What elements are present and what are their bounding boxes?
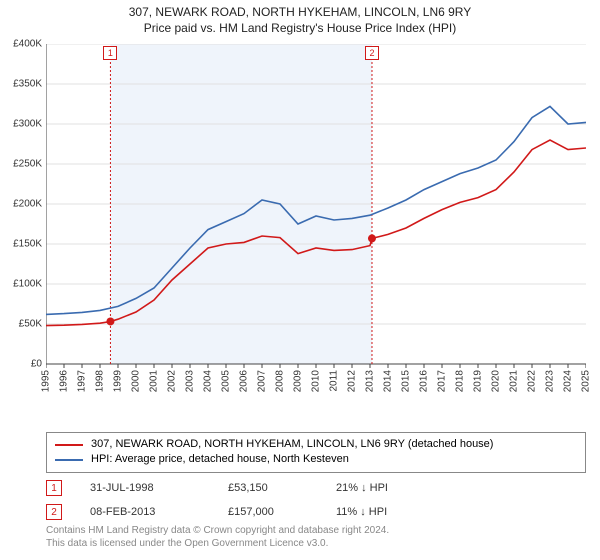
xtick-label: 2003 [185, 370, 196, 392]
xtick-label: 2013 [365, 370, 376, 392]
xtick-label: 2017 [437, 370, 448, 392]
marker-price-2: £157,000 [228, 506, 308, 518]
ytick-label: £100K [0, 279, 44, 290]
xtick-label: 2007 [257, 370, 268, 392]
xtick-label: 2016 [419, 370, 430, 392]
xtick-label: 2011 [329, 370, 340, 392]
xtick-label: 2010 [311, 370, 322, 392]
chart-area [46, 44, 586, 394]
legend-label-hpi: HPI: Average price, detached house, Nort… [91, 452, 349, 467]
xtick-label: 1995 [41, 370, 52, 392]
marker-badge-1: 1 [46, 480, 62, 496]
xtick-label: 1996 [59, 370, 70, 392]
ytick-label: £50K [0, 319, 44, 330]
xtick-label: 2012 [347, 370, 358, 392]
legend-label-property: 307, NEWARK ROAD, NORTH HYKEHAM, LINCOLN… [91, 437, 493, 452]
xtick-label: 1999 [113, 370, 124, 392]
xtick-label: 2009 [293, 370, 304, 392]
marker-price-1: £53,150 [228, 482, 308, 494]
legend-row-hpi: HPI: Average price, detached house, Nort… [55, 452, 577, 467]
chart-container: 307, NEWARK ROAD, NORTH HYKEHAM, LINCOLN… [0, 0, 600, 560]
marker-delta-1: 21% ↓ HPI [336, 482, 426, 494]
ytick-label: £250K [0, 159, 44, 170]
chart-svg [46, 44, 586, 394]
ytick-label: £150K [0, 239, 44, 250]
xtick-label: 2002 [167, 370, 178, 392]
xtick-label: 2018 [455, 370, 466, 392]
event-badge: 2 [365, 46, 379, 60]
xtick-label: 2014 [383, 370, 394, 392]
event-badge: 1 [103, 46, 117, 60]
marker-date-1: 31-JUL-1998 [90, 482, 200, 494]
xtick-label: 2020 [491, 370, 502, 392]
footer-line2: This data is licensed under the Open Gov… [46, 537, 586, 550]
marker-date-2: 08-FEB-2013 [90, 506, 200, 518]
xtick-label: 2000 [131, 370, 142, 392]
legend-row-property: 307, NEWARK ROAD, NORTH HYKEHAM, LINCOLN… [55, 437, 577, 452]
xtick-label: 2006 [239, 370, 250, 392]
xtick-label: 2021 [509, 370, 520, 392]
ytick-label: £200K [0, 199, 44, 210]
xtick-label: 2015 [401, 370, 412, 392]
legend-swatch-property [55, 444, 83, 446]
legend-swatch-hpi [55, 459, 83, 461]
xtick-label: 2025 [581, 370, 592, 392]
xtick-label: 2005 [221, 370, 232, 392]
xtick-label: 2004 [203, 370, 214, 392]
xtick-label: 2019 [473, 370, 484, 392]
ytick-label: £400K [0, 39, 44, 50]
xtick-label: 2024 [563, 370, 574, 392]
title-line2: Price paid vs. HM Land Registry's House … [0, 20, 600, 36]
title-block: 307, NEWARK ROAD, NORTH HYKEHAM, LINCOLN… [0, 0, 600, 36]
xtick-label: 2022 [527, 370, 538, 392]
footer-line1: Contains HM Land Registry data © Crown c… [46, 524, 586, 537]
ytick-label: £300K [0, 119, 44, 130]
title-line1: 307, NEWARK ROAD, NORTH HYKEHAM, LINCOLN… [0, 4, 600, 20]
marker-delta-2: 11% ↓ HPI [336, 506, 426, 518]
legend-box: 307, NEWARK ROAD, NORTH HYKEHAM, LINCOLN… [46, 432, 586, 473]
marker-table: 1 31-JUL-1998 £53,150 21% ↓ HPI 2 08-FEB… [46, 476, 586, 524]
ytick-label: £350K [0, 79, 44, 90]
marker-row-2: 2 08-FEB-2013 £157,000 11% ↓ HPI [46, 500, 586, 524]
xtick-label: 2001 [149, 370, 160, 392]
xtick-label: 1997 [77, 370, 88, 392]
footer: Contains HM Land Registry data © Crown c… [46, 524, 586, 550]
xtick-label: 2008 [275, 370, 286, 392]
marker-badge-2: 2 [46, 504, 62, 520]
marker-row-1: 1 31-JUL-1998 £53,150 21% ↓ HPI [46, 476, 586, 500]
xtick-label: 1998 [95, 370, 106, 392]
xtick-label: 2023 [545, 370, 556, 392]
ytick-label: £0 [0, 359, 44, 370]
